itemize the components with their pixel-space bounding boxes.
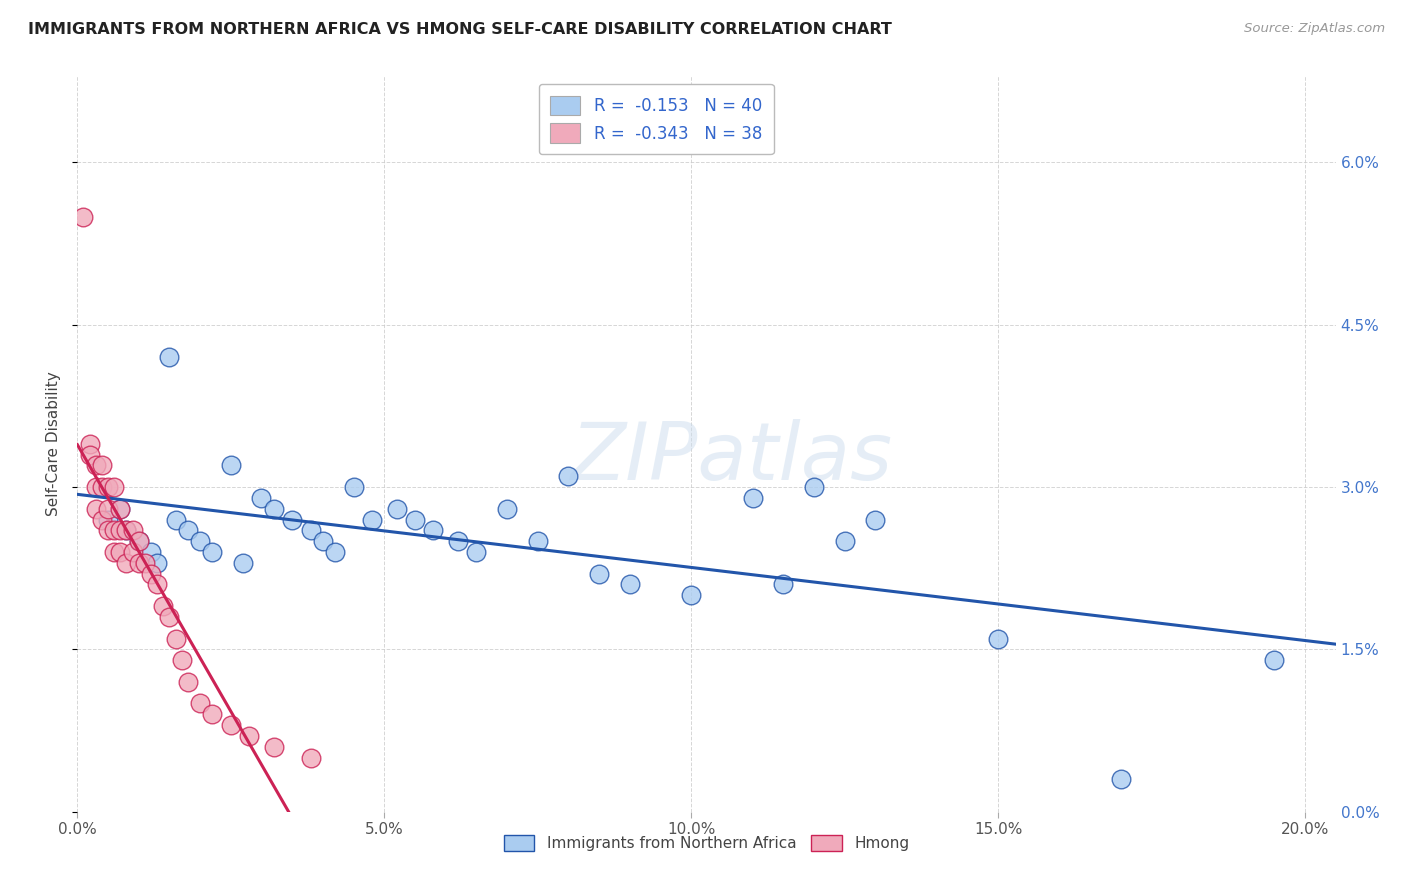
Point [342, 480, 364, 494]
Point [115, 524, 138, 538]
Point [97, 524, 120, 538]
Point [90, 512, 112, 526]
Point [803, 480, 825, 494]
Point [588, 566, 610, 581]
Point [772, 577, 794, 591]
Point [128, 534, 150, 549]
Point [447, 534, 470, 549]
Point [146, 577, 169, 591]
Point [619, 577, 641, 591]
Point [681, 588, 703, 602]
Point [404, 512, 426, 526]
Point [103, 545, 125, 559]
Point [465, 545, 488, 559]
Point [422, 524, 444, 538]
Text: Source: ZipAtlas.com: Source: ZipAtlas.com [1244, 22, 1385, 36]
Point [170, 653, 193, 667]
Point [165, 632, 187, 646]
Point [312, 534, 335, 549]
Point [134, 556, 156, 570]
Point [201, 545, 224, 559]
Point [90, 480, 112, 494]
Point [79, 436, 101, 450]
Point [90, 458, 112, 473]
Point [97, 480, 120, 494]
Point [79, 448, 101, 462]
Point [834, 534, 856, 549]
Point [121, 524, 143, 538]
Point [110, 501, 132, 516]
Point [84, 458, 107, 473]
Point [97, 501, 120, 516]
Point [526, 534, 548, 549]
Point [128, 534, 150, 549]
Point [496, 501, 519, 516]
Point [1109, 772, 1132, 787]
Point [157, 350, 180, 364]
Point [139, 545, 162, 559]
Point [361, 512, 384, 526]
Point [152, 599, 174, 613]
Point [139, 566, 162, 581]
Point [299, 750, 322, 764]
Point [865, 512, 887, 526]
Point [323, 545, 346, 559]
Point [110, 545, 132, 559]
Point [201, 707, 224, 722]
Point [741, 491, 763, 505]
Point [238, 729, 260, 743]
Point [1263, 653, 1285, 667]
Point [219, 718, 242, 732]
Point [72, 210, 94, 224]
Point [177, 524, 200, 538]
Point [97, 512, 120, 526]
Y-axis label: Self-Care Disability: Self-Care Disability [46, 371, 62, 516]
Point [557, 469, 579, 483]
Point [987, 632, 1010, 646]
Point [281, 512, 304, 526]
Point [219, 458, 242, 473]
Text: ZIPatlas: ZIPatlas [571, 419, 893, 498]
Point [110, 501, 132, 516]
Point [299, 524, 322, 538]
Point [263, 501, 285, 516]
Point [146, 556, 169, 570]
Point [84, 501, 107, 516]
Point [115, 524, 138, 538]
Point [177, 674, 200, 689]
Point [188, 534, 211, 549]
Point [188, 697, 211, 711]
Point [385, 501, 408, 516]
Point [115, 556, 138, 570]
Point [165, 512, 187, 526]
Point [250, 491, 273, 505]
Point [263, 739, 285, 754]
Point [110, 524, 132, 538]
Point [103, 480, 125, 494]
Legend: Immigrants from Northern Africa, Hmong: Immigrants from Northern Africa, Hmong [498, 829, 915, 857]
Point [84, 480, 107, 494]
Point [128, 556, 150, 570]
Point [121, 545, 143, 559]
Point [232, 556, 254, 570]
Point [103, 524, 125, 538]
Point [157, 610, 180, 624]
Text: IMMIGRANTS FROM NORTHERN AFRICA VS HMONG SELF-CARE DISABILITY CORRELATION CHART: IMMIGRANTS FROM NORTHERN AFRICA VS HMONG… [28, 22, 891, 37]
